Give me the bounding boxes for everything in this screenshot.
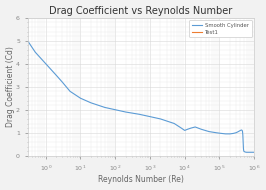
Smooth Cylinder — [89, 102, 93, 104]
Smooth Cylinder — [186, 128, 189, 130]
Smooth Cylinder — [114, 109, 117, 111]
Line: Smooth Cylinder: Smooth Cylinder — [28, 41, 254, 152]
Smooth Cylinder — [61, 81, 64, 83]
Smooth Cylinder — [245, 151, 248, 153]
Smooth Cylinder — [194, 126, 197, 128]
Smooth Cylinder — [148, 116, 152, 118]
Smooth Cylinder — [243, 150, 246, 153]
Smooth Cylinder — [189, 127, 192, 129]
Smooth Cylinder — [218, 132, 221, 134]
Smooth Cylinder — [55, 74, 58, 76]
Smooth Cylinder — [234, 132, 238, 134]
Smooth Cylinder — [173, 122, 176, 125]
Smooth Cylinder — [68, 90, 72, 93]
Smooth Cylinder — [34, 51, 37, 53]
Smooth Cylinder — [214, 132, 218, 134]
Smooth Cylinder — [200, 128, 203, 130]
Smooth Cylinder — [244, 151, 247, 153]
Smooth Cylinder — [249, 151, 252, 153]
Smooth Cylinder — [124, 111, 127, 113]
Smooth Cylinder — [232, 132, 235, 135]
Smooth Cylinder — [183, 129, 186, 131]
Smooth Cylinder — [138, 113, 141, 116]
Smooth Cylinder — [103, 106, 106, 108]
Smooth Cylinder — [247, 151, 250, 153]
Title: Drag Coefficient vs Reynolds Number: Drag Coefficient vs Reynolds Number — [49, 6, 232, 16]
Smooth Cylinder — [240, 129, 243, 131]
X-axis label: Reynolds Number (Re): Reynolds Number (Re) — [98, 175, 184, 184]
Smooth Cylinder — [253, 151, 256, 153]
Smooth Cylinder — [242, 150, 245, 152]
Smooth Cylinder — [242, 141, 245, 143]
Y-axis label: Drag Coefficient (Cd): Drag Coefficient (Cd) — [6, 46, 15, 127]
Smooth Cylinder — [224, 133, 227, 135]
Legend: Smooth Cylinder, Test1: Smooth Cylinder, Test1 — [189, 20, 252, 37]
Smooth Cylinder — [228, 133, 231, 135]
Smooth Cylinder — [241, 131, 244, 133]
Smooth Cylinder — [242, 148, 245, 150]
Smooth Cylinder — [240, 129, 244, 131]
Smooth Cylinder — [159, 118, 162, 120]
Smooth Cylinder — [44, 63, 47, 65]
Smooth Cylinder — [79, 97, 82, 99]
Smooth Cylinder — [239, 129, 242, 131]
Smooth Cylinder — [241, 134, 244, 136]
Smooth Cylinder — [237, 131, 240, 133]
Smooth Cylinder — [207, 131, 211, 133]
Smooth Cylinder — [26, 40, 29, 42]
Smooth Cylinder — [180, 127, 183, 129]
